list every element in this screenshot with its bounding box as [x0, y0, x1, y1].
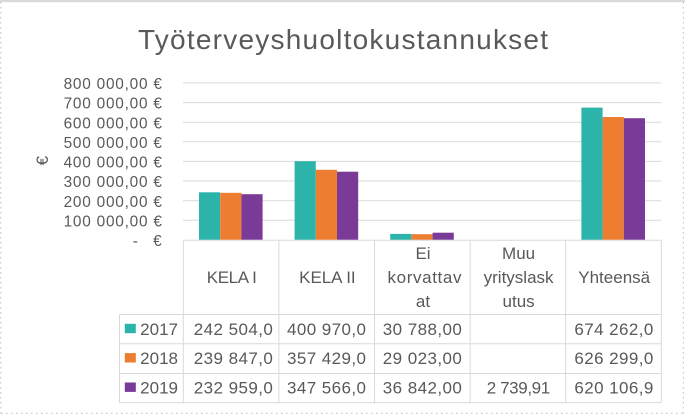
svg-text:- €: - €	[133, 233, 162, 250]
svg-text:626 299,0: 626 299,0	[574, 349, 653, 368]
svg-text:300 000,00 €: 300 000,00 €	[64, 174, 163, 191]
svg-text:200 000,00 €: 200 000,00 €	[64, 194, 163, 211]
svg-text:239 847,0: 239 847,0	[194, 349, 273, 368]
svg-text:800 000,00 €: 800 000,00 €	[64, 76, 163, 93]
svg-text:2019: 2019	[140, 379, 178, 398]
svg-text:674 262,0: 674 262,0	[574, 320, 653, 339]
svg-text:30 788,00: 30 788,00	[383, 320, 462, 339]
svg-text:Yhteensä: Yhteensä	[578, 268, 650, 287]
svg-text:500 000,00 €: 500 000,00 €	[64, 135, 163, 152]
svg-text:357 429,0: 357 429,0	[287, 349, 366, 368]
svg-text:100 000,00 €: 100 000,00 €	[64, 213, 163, 230]
svg-text:yrityslask: yrityslask	[484, 268, 554, 287]
svg-text:232 959,0: 232 959,0	[194, 379, 273, 398]
svg-text:2 739,91: 2 739,91	[487, 379, 551, 398]
svg-text:400 000,00 €: 400 000,00 €	[64, 155, 163, 172]
svg-text:KELA II: KELA II	[299, 268, 356, 287]
svg-text:242 504,0: 242 504,0	[194, 320, 273, 339]
svg-text:2017: 2017	[140, 320, 178, 339]
svg-text:Työterveyshuoltokustannukset: Työterveyshuoltokustannukset	[138, 24, 548, 55]
svg-text:Ei: Ei	[415, 244, 430, 263]
svg-text:2018: 2018	[140, 349, 178, 368]
svg-text:36 842,00: 36 842,00	[383, 379, 462, 398]
svg-text:600 000,00 €: 600 000,00 €	[64, 115, 163, 132]
svg-text:700 000,00 €: 700 000,00 €	[64, 96, 163, 113]
svg-text:korvattav: korvattav	[388, 268, 463, 287]
svg-text:Muu: Muu	[502, 244, 535, 263]
svg-text:400 970,0: 400 970,0	[287, 320, 366, 339]
svg-text:at: at	[416, 292, 430, 311]
svg-text:€: €	[33, 155, 52, 165]
svg-text:utus: utus	[503, 292, 535, 311]
svg-text:29 023,00: 29 023,00	[383, 349, 462, 368]
svg-text:620 106,9: 620 106,9	[574, 379, 653, 398]
svg-text:347 566,0: 347 566,0	[287, 379, 366, 398]
svg-text:KELA I: KELA I	[207, 268, 257, 287]
